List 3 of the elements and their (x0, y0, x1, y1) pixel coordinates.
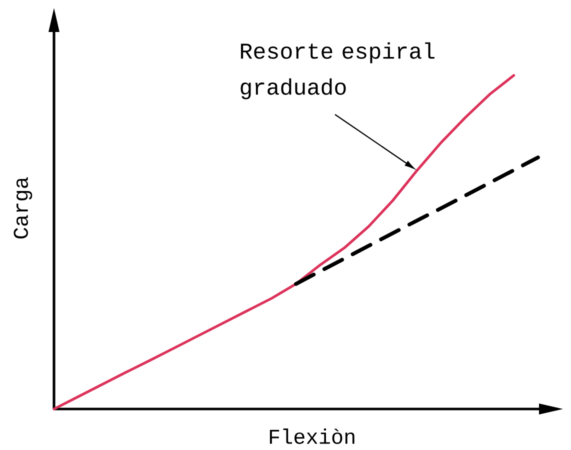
x-axis-title: Flexiòn (270, 428, 354, 444)
series-label: Resorte espiral graduado (240, 42, 434, 100)
y-axis-title: Carga (14, 177, 32, 238)
